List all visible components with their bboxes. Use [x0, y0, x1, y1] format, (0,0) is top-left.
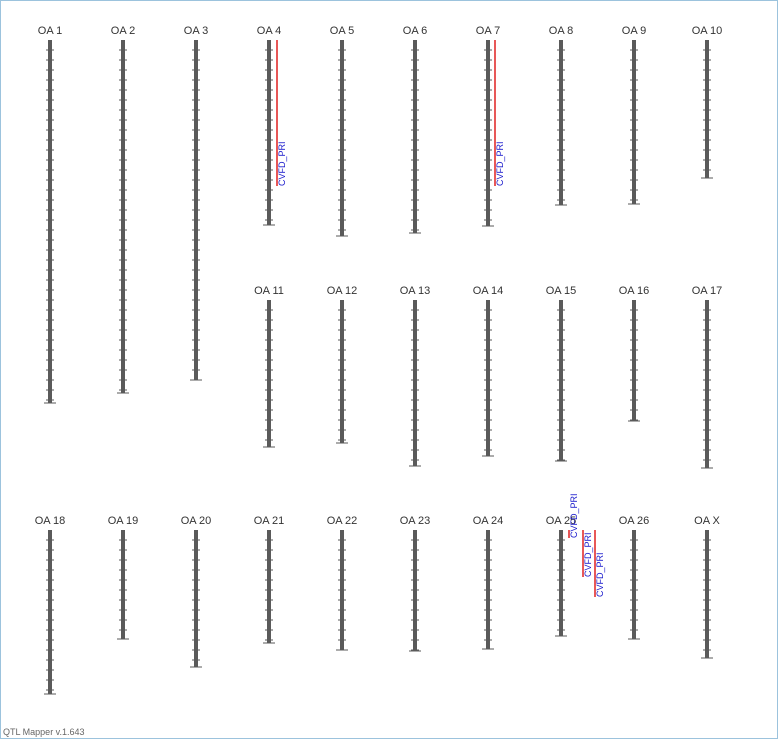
chromosome-bar — [559, 40, 563, 205]
footer: QTL Mapper v.1.643 — [3, 727, 85, 737]
chromosome-label: OA 2 — [111, 25, 135, 37]
qtl-label: CVFD_PRI — [583, 532, 593, 577]
chromosome-bar — [121, 530, 125, 639]
chromosome-label: OA 13 — [400, 285, 431, 297]
qtl-label: CVFD_PRI — [569, 493, 579, 538]
chromosome-label: OA 8 — [549, 25, 573, 37]
qtl-label: CVFD_PRI — [595, 552, 605, 597]
chromosome-bar — [486, 40, 490, 226]
chromosome-bar — [632, 40, 636, 204]
chromosome-bar — [267, 40, 271, 225]
qtl-label: CVFD_PRI — [495, 141, 505, 186]
chromosome-label: OA 25 — [546, 515, 577, 527]
chromosome-label: OA 23 — [400, 515, 431, 527]
chromosome-bar — [267, 300, 271, 447]
chromosome-label: OA 24 — [473, 515, 504, 527]
chromosome-label: OA 4 — [257, 25, 281, 37]
chromosome-bar — [632, 530, 636, 639]
chromosome-label: OA 15 — [546, 285, 577, 297]
chromosome-bar — [413, 40, 417, 233]
qtl-label: CVFD_PRI — [277, 141, 287, 186]
chromosome-label: OA 17 — [692, 285, 723, 297]
chromosome-label: OA 19 — [108, 515, 139, 527]
chromosome-label: OA 6 — [403, 25, 427, 37]
chromosome-bar — [705, 40, 709, 178]
chromosome-label: OA 9 — [622, 25, 646, 37]
chromosome-label: OA 3 — [184, 25, 208, 37]
chromosome-label: OA 12 — [327, 285, 358, 297]
chromosome-bar — [559, 530, 563, 636]
chromosome-bar — [267, 530, 271, 643]
chromosome-label: OA 14 — [473, 285, 504, 297]
chromosome-label: OA 22 — [327, 515, 358, 527]
chromosome-bar — [413, 300, 417, 466]
chromosome-label: OA 16 — [619, 285, 650, 297]
chromosome-label: OA X — [694, 515, 720, 527]
chromosome-label: OA 10 — [692, 25, 723, 37]
chromosome-bar — [48, 530, 52, 694]
chromosome-bar — [486, 300, 490, 456]
chromosome-label: OA 11 — [254, 285, 284, 297]
chromosome-bar — [48, 40, 52, 403]
chromosome-bar — [340, 40, 344, 236]
chromosome-bar — [194, 530, 198, 667]
chromosome-label: OA 18 — [35, 515, 66, 527]
chromosome-bar — [705, 530, 709, 658]
chromosome-label: OA 5 — [330, 25, 354, 37]
chromosome-label: OA 20 — [181, 515, 212, 527]
chromosome-bar — [705, 300, 709, 468]
chromosome-bar — [121, 40, 125, 393]
chromosome-label: OA 1 — [38, 25, 62, 37]
chromosome-bar — [340, 300, 344, 443]
chromosome-label: OA 7 — [476, 25, 500, 37]
chromosome-label: OA 26 — [619, 515, 650, 527]
chromosome-label: OA 21 — [254, 515, 285, 527]
